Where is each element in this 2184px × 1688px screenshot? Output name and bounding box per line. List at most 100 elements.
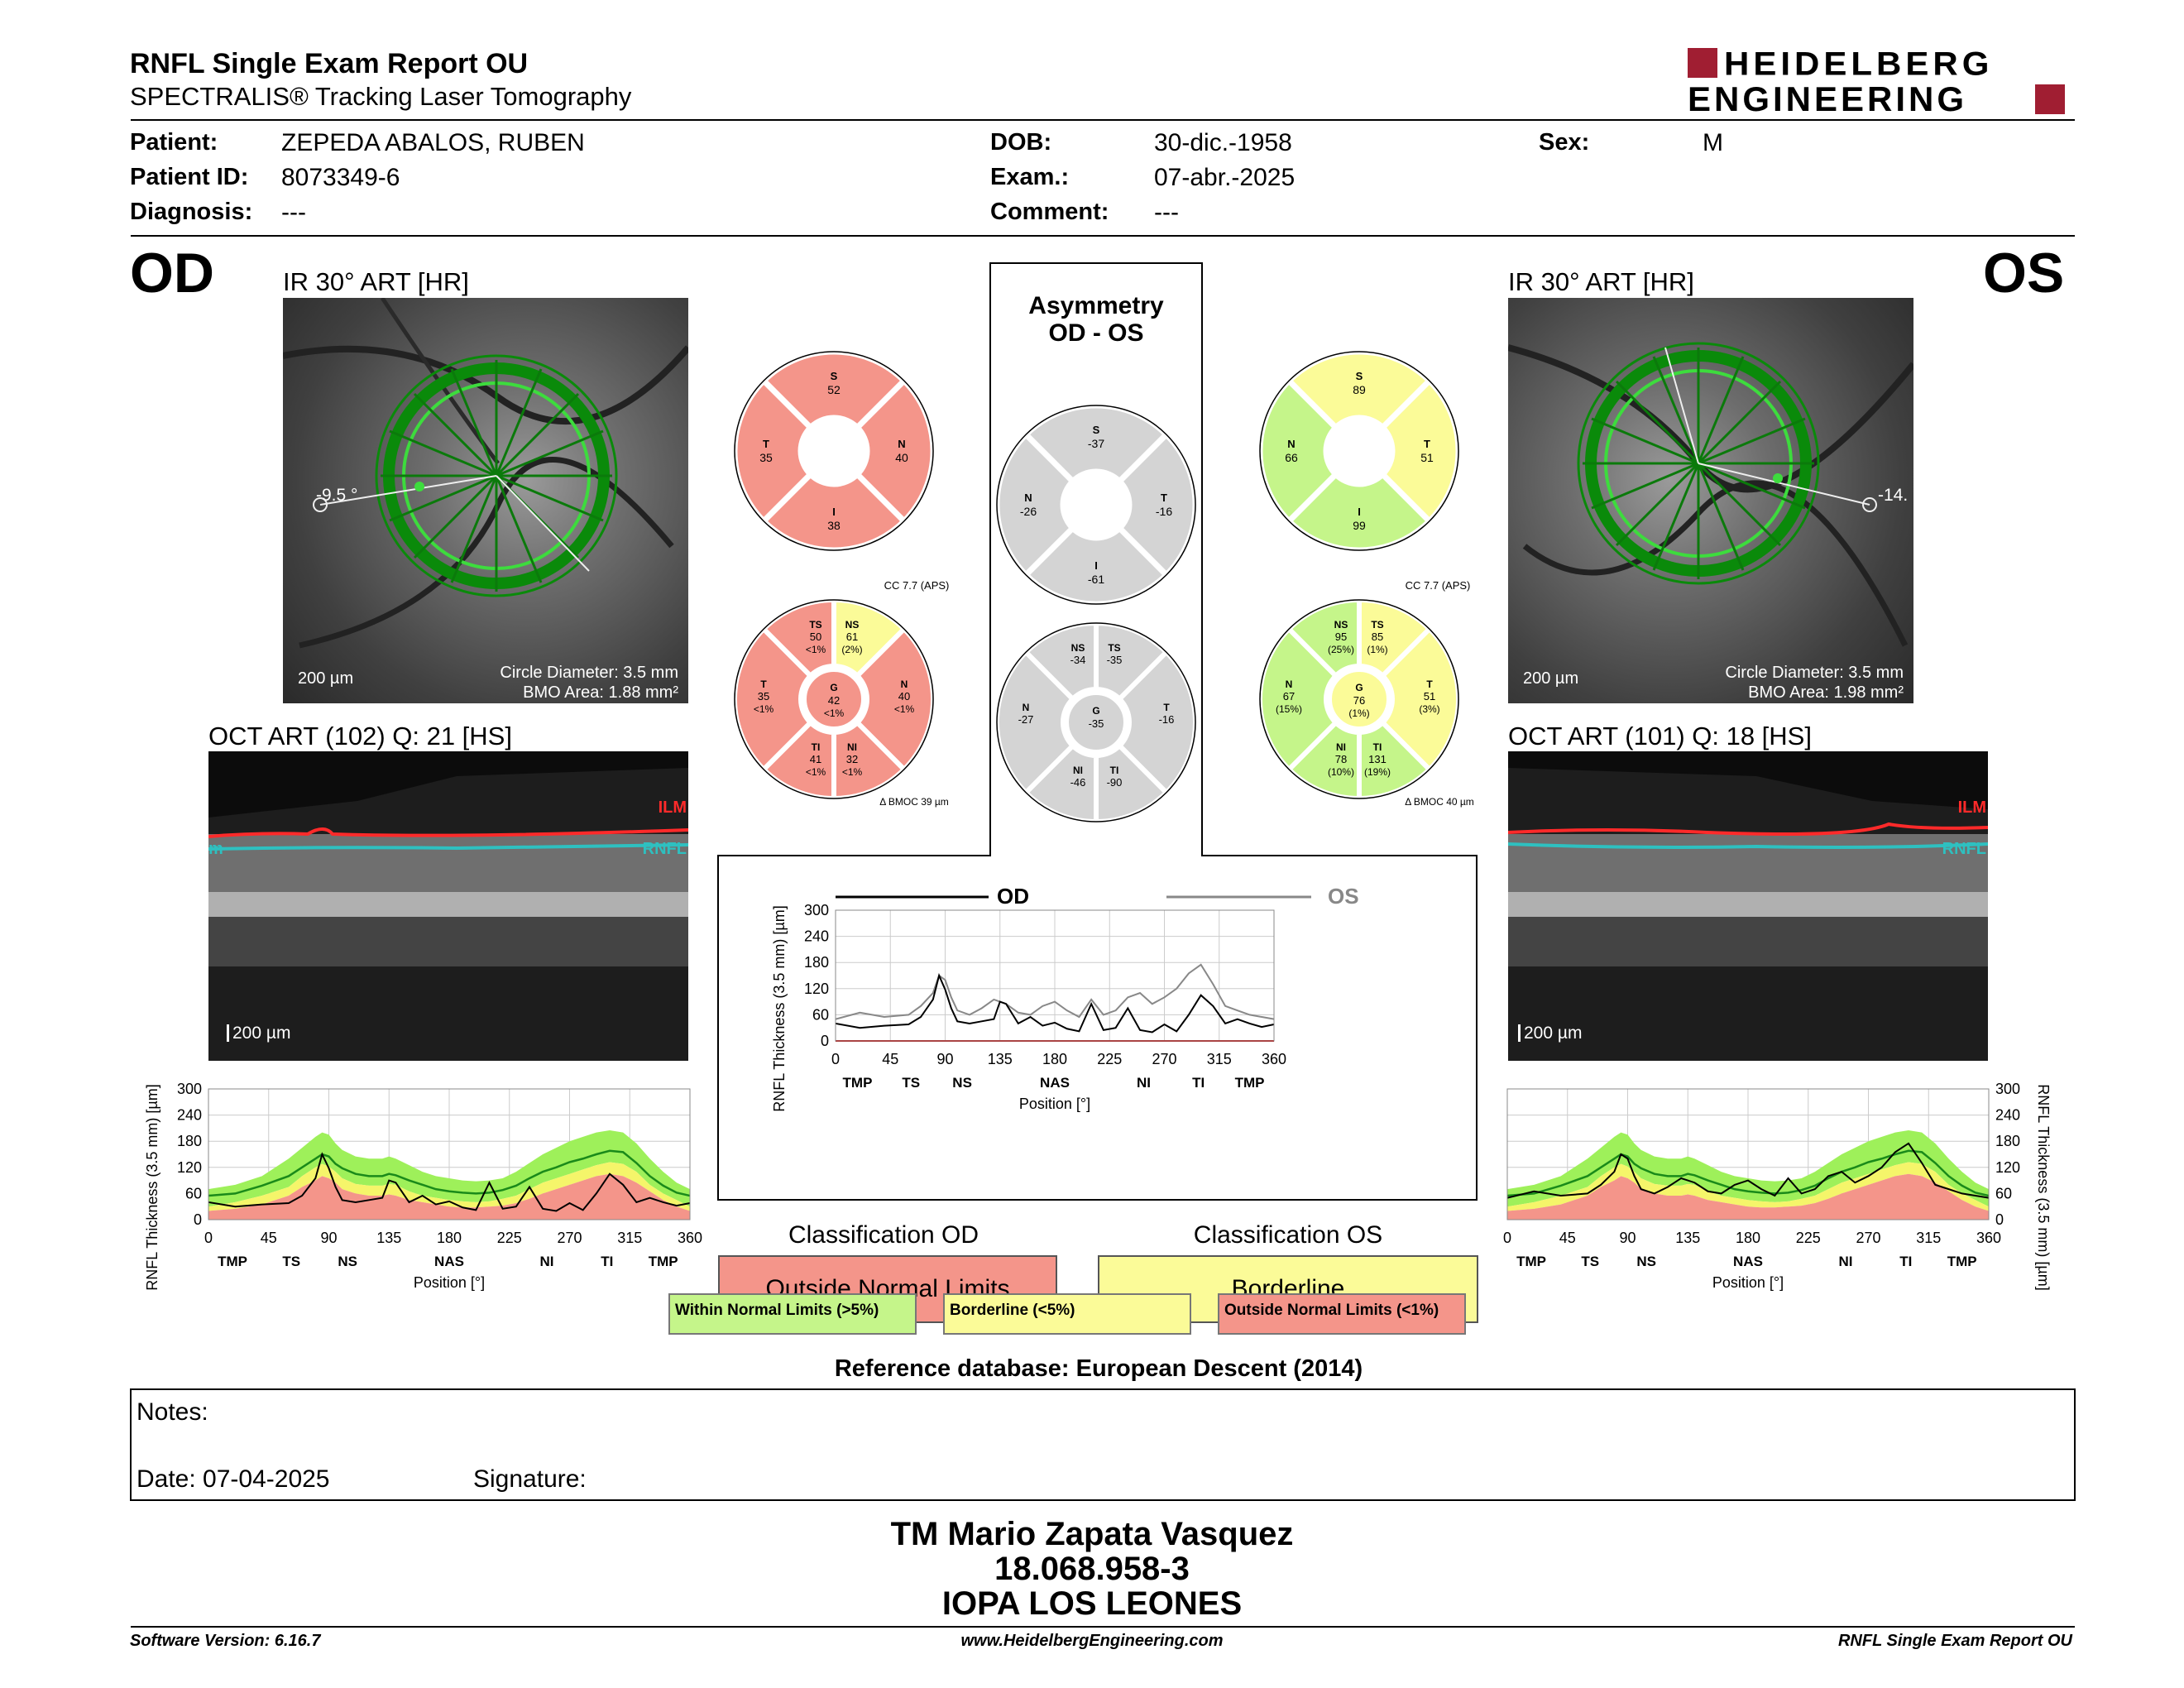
os-profile-measured-line [1506,1142,1990,1199]
logo-block-bottom [2035,84,2065,114]
od-sector-ns-value: 61 [846,631,858,643]
od-profile-xtick-label: 360 [678,1230,702,1246]
os-profile-yaxis-title: RNFL Thickness (3.5 mm) [µm] [2035,1084,2052,1290]
od-label: OD [130,242,214,305]
od-profile-xtick-label: 180 [437,1230,462,1246]
ou-rnfl-profile-chart: 0 60 120 180 240 300 0 45 90 135 180 225 270 315 360 TM… [771,884,1359,1112]
od-profile-ytick-label: 60 [185,1185,202,1201]
ou-profile-xtick-label: 270 [1152,1051,1176,1067]
classification-od-title: Classification OD [788,1221,979,1249]
os-rnfl-label: RNFL [1942,840,1986,858]
heidelberg-logo: HEIDELBERG ENGINEERING [1688,46,2068,117]
patient-rule [131,235,2075,237]
od-profile-normal-band [208,1130,690,1207]
od-profile-measured-line [208,1152,691,1212]
od-sector-ts-value: 50 [810,631,821,643]
ou-profile-ytick-label: 180 [804,954,829,971]
ou-profile-xtick-label: 360 [1262,1051,1286,1067]
os-sector-ts-label: TS [1371,619,1383,631]
ou-profile-sector-label: NI [1137,1075,1151,1091]
os-profile-ytick-label: 0 [1995,1211,2004,1228]
os-profile-sector-label: TMP [1516,1254,1546,1269]
od-profile-sector-label: TI [601,1254,613,1269]
diagnosis: --- [281,199,306,226]
os-sector-ni-label: NI [1336,741,1346,753]
od-sector-ts-label: TS [809,619,821,631]
os-scale: 200 µm [1523,669,1579,688]
ou-profile-xtick-label: 315 [1207,1051,1232,1067]
os-sector-g-label: G [1355,682,1363,693]
os-cc-label: CC 7.7 (APS) [1406,579,1471,592]
patient-name: ZEPEDA ABALOS, RUBEN [281,129,585,156]
os-profile-borderline-band [1507,1162,1989,1211]
os-profile-sector-label: TI [1899,1254,1912,1269]
os-quadrant-t-label: T [1424,438,1430,450]
os-angle: -14. [1878,486,1909,505]
od-profile-yaxis-title: RNFL Thickness (3.5 mm) [µm] [144,1084,160,1290]
od-profile-ytick-label: 300 [177,1081,202,1097]
asym-sector-g-label: G [1092,705,1099,717]
ou-profile-xtick-label: 45 [882,1051,898,1067]
os-profile-xtick-label: 180 [1736,1230,1760,1246]
ou-profile-ytick-label: 300 [804,902,829,918]
os-sector-ti-pct: (19%) [1364,766,1391,778]
od-quadrant-outline [734,351,934,551]
asymmetry-title: Asymmetry [1028,292,1164,319]
os-sector-ni-value: 78 [1335,753,1347,765]
od-profile-xtick-label: 0 [204,1230,213,1246]
website-link[interactable]: www.HeidelbergEngineering.com [960,1632,1224,1650]
asym-quadrant-t-label: T [1161,492,1167,504]
ou-legend-os-label: OS [1328,884,1359,909]
ou-profile-ytick-label: 120 [804,981,829,997]
od-sector-g-label: G [830,682,837,693]
od-sector-ti-label: TI [812,741,821,753]
comment-label: Comment: [990,199,1109,225]
od-profile-sector-label: NAS [434,1254,464,1269]
os-profile-outside-band [1507,1173,1989,1220]
os-oct-bscan: ILM RNFL 200 µm [1508,751,1988,1061]
od-quadrant-i-value: 38 [827,519,841,532]
ou-profile-xtick-label: 90 [936,1051,953,1067]
os-oct-layers [1508,768,1988,1061]
os-sector-t-label: T [1426,679,1433,690]
ou-profile-sector-label: NS [952,1075,972,1091]
asym-quadrant-s-label: S [1093,424,1100,436]
os-profile-xtick-label: 225 [1796,1230,1821,1246]
od-bmoc-label: Δ BMOC 39 µm [879,796,949,808]
sex: M [1703,129,1723,156]
os-quadrant-i-value: 99 [1353,519,1366,532]
od-oct-title: OCT ART (102) Q: 21 [HS] [208,722,512,750]
od-sector-outline [734,599,934,799]
signer-id: 18.068.958-3 [994,1551,1190,1587]
os-profile-xtick-label: 360 [1976,1230,2001,1246]
os-sector-ti-label: TI [1373,741,1382,753]
os-fundus-image: -14. 200 µm Circle Diameter: 3.5 mm BMO … [1508,298,1913,703]
od-profile-outside-band [208,1173,690,1220]
os-quadrant-n-label: N [1287,438,1295,450]
od-rnfl-label-left: m [208,840,223,858]
notes-signature: Signature: [473,1465,587,1493]
signer-name: TM Mario Zapata Vasquez [890,1516,1294,1552]
exam-date: 07-abr.-2025 [1154,164,1296,191]
asym-sector-ns-label: NS [1071,642,1085,654]
software-version: Software Version: 6.16.7 [130,1632,321,1650]
asym-quadrant-i-label: I [1094,559,1098,572]
od-circle-diameter: Circle Diameter: 3.5 mm [500,664,678,682]
legend-within-normal: Within Normal Limits (>5%) [668,1293,917,1335]
os-sector-ts-pct: (1%) [1367,644,1387,655]
footer-rule [131,1626,2075,1628]
os-sector-ns-label: NS [1334,619,1348,631]
os-sector-t-value: 51 [1424,690,1435,703]
os-profile-xtick-label: 135 [1675,1230,1700,1246]
reference-database: Reference database: European Descent (20… [834,1355,1363,1382]
os-sector-ti-value: 131 [1368,753,1387,765]
ou-profile-ytick-label: 240 [804,928,829,945]
asym-sector-ts-label: TS [1108,642,1120,654]
comment: --- [1154,199,1179,226]
os-bmoc-label: Δ BMOC 40 µm [1405,796,1474,808]
od-profile-sector-label: NS [338,1254,357,1269]
asymmetry-subtitle: OD - OS [1048,319,1144,347]
ou-profile-xtick-label: 180 [1042,1051,1067,1067]
os-sector-g-pct: (1%) [1348,707,1369,719]
